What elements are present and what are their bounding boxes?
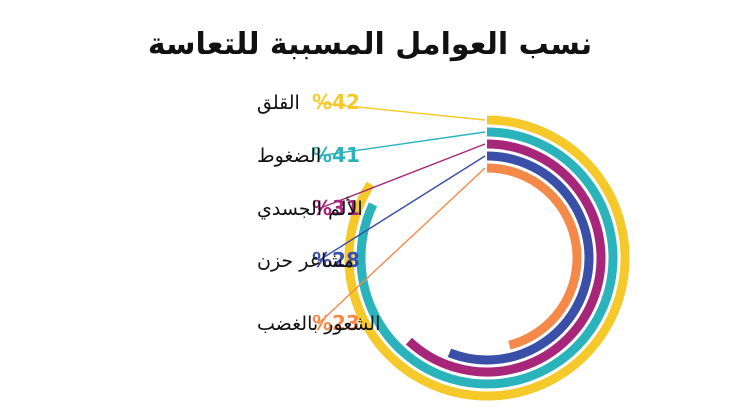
series-label-3: الألم الجسدي [257, 197, 363, 220]
series-label-5: الشعور بالغضب [257, 313, 380, 335]
value-label-1: %42 [312, 90, 360, 114]
series-label-1: القلق [257, 92, 300, 114]
value-label-5: %23 [312, 311, 360, 335]
leader-lines-group [317, 102, 486, 325]
arc-4 [447, 151, 594, 365]
value-label-2: %41 [312, 143, 360, 167]
arc-3 [405, 139, 606, 377]
series-label-4: مشاعر حزن [257, 250, 354, 272]
leader-line-1 [317, 102, 486, 121]
arc-5 [486, 163, 582, 350]
arc-1 [344, 115, 630, 401]
series-label-2: الضغوط [257, 145, 321, 167]
arc-2 [356, 127, 618, 389]
leader-line-4 [317, 155, 486, 262]
value-label-3: %31 [312, 196, 360, 220]
leader-line-5 [317, 167, 486, 325]
leader-line-2 [317, 131, 486, 157]
leader-line-3 [317, 143, 486, 210]
value-label-4: %28 [312, 248, 360, 272]
chart-title: نسب العوامل المسببة للتعاسة [148, 27, 592, 62]
arcs-group [344, 115, 630, 401]
